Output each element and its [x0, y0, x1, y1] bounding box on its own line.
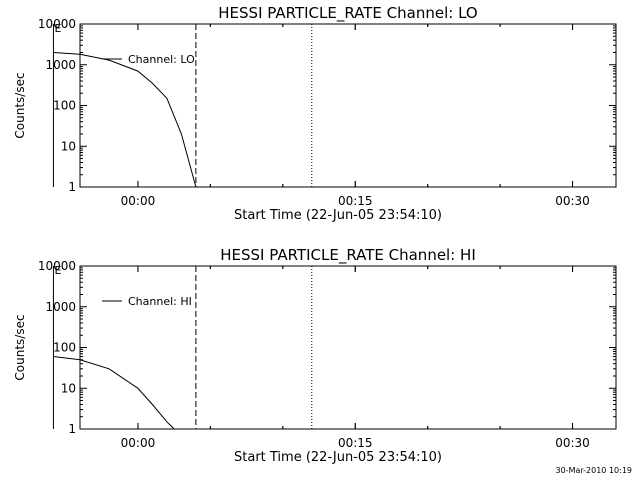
legend-label: Channel: HI [128, 295, 192, 308]
x-axis-label: Start Time (22-Jun-05 23:54:10) [234, 208, 442, 223]
y-tick-label: 100 [53, 99, 76, 113]
plot-frame [79, 265, 617, 430]
y-tick-label: 1000 [45, 300, 76, 314]
marker-label: E [54, 22, 61, 35]
y-tick-label: 10000 [38, 17, 76, 31]
y-tick-label: 1000 [45, 58, 76, 72]
y-axis-label: Counts/sec [13, 314, 27, 380]
x-tick-label: 00:30 [555, 194, 590, 208]
x-tick-label: 00:00 [121, 436, 156, 450]
x-tick-label: 00:00 [121, 194, 156, 208]
y-tick-label: 10000 [38, 259, 76, 273]
y-tick-label: 10 [61, 139, 76, 153]
chart-title: HESSI PARTICLE_RATE Channel: HI [220, 246, 476, 265]
series-line [53, 356, 175, 430]
y-axis-label: Counts/sec [13, 72, 27, 138]
chart-panel-lo: HESSI PARTICLE_RATE Channel: LO 00:00 00:1… [13, 4, 617, 223]
y-tick-label: 1 [68, 180, 76, 194]
plot-frame [79, 23, 617, 188]
x-tick-label: 00:30 [555, 436, 590, 450]
x-axis-label: Start Time (22-Jun-05 23:54:10) [234, 450, 442, 465]
chart-panel-hi: HESSI PARTICLE_RATE Channel: HI 00:00 00:1… [13, 246, 617, 465]
y-tick-label: 100 [53, 341, 76, 355]
x-tick-label: 00:15 [338, 194, 373, 208]
y-tick-label: 1 [68, 422, 76, 436]
y-tick-label: 10 [61, 381, 76, 395]
series-line [53, 52, 197, 188]
x-tick-label: 00:15 [338, 436, 373, 450]
timestamp-stamp: 30-Mar-2010 10:19 [555, 466, 633, 475]
legend-label: Channel: LO [128, 53, 195, 66]
chart-title: HESSI PARTICLE_RATE Channel: LO [218, 4, 477, 23]
marker-label: E [54, 264, 61, 277]
